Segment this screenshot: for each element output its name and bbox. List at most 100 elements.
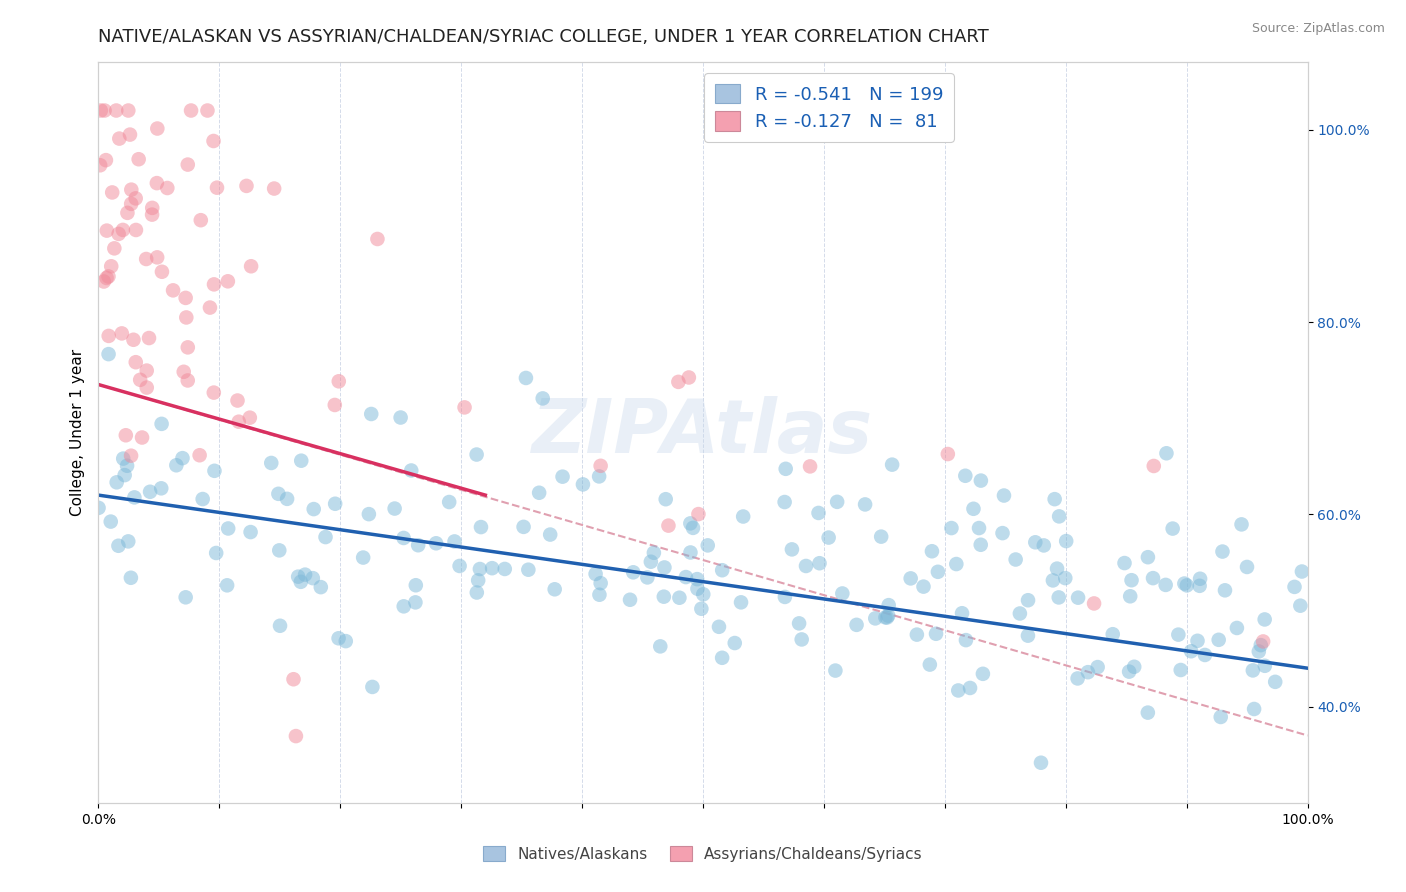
Point (437, 495, 460, 509)
Point (124, 491, 146, 505)
Point (1123, 660, 1146, 674)
Point (678, 370, 700, 384)
Point (96, 271, 118, 285)
Point (197, 103, 219, 118)
Point (103, 241, 125, 255)
Point (120, 571, 142, 585)
Point (619, 592, 641, 607)
Point (87, 500, 110, 515)
Point (1077, 665, 1099, 680)
Point (352, 550, 374, 565)
Text: Source: ZipAtlas.com: Source: ZipAtlas.com (1251, 22, 1385, 36)
Point (135, 252, 157, 266)
Point (588, 588, 610, 602)
Point (120, 183, 142, 197)
Point (357, 507, 380, 521)
Point (190, 213, 212, 227)
Point (991, 526, 1014, 541)
Point (453, 401, 475, 415)
Point (1230, 517, 1253, 532)
Point (107, 539, 129, 553)
Point (105, 103, 128, 118)
Point (675, 570, 697, 584)
Point (1188, 579, 1211, 593)
Point (112, 451, 135, 466)
Point (101, 186, 124, 200)
Point (188, 448, 211, 462)
Point (269, 619, 291, 633)
Point (927, 565, 949, 579)
Point (90, 103, 112, 118)
Point (1067, 591, 1090, 605)
Point (180, 103, 202, 118)
Point (1154, 578, 1177, 592)
Point (825, 495, 848, 509)
Point (89, 158, 111, 172)
Point (945, 557, 967, 571)
Point (406, 538, 429, 552)
Point (711, 563, 734, 577)
Point (853, 497, 876, 511)
Point (302, 502, 325, 516)
Point (512, 520, 534, 534)
Point (1173, 576, 1195, 591)
Point (817, 531, 839, 545)
Point (228, 415, 250, 429)
Point (125, 191, 148, 205)
Point (875, 610, 897, 624)
Point (217, 274, 239, 288)
Point (1004, 552, 1026, 566)
Point (284, 729, 307, 743)
Point (97, 269, 120, 284)
Point (202, 277, 225, 292)
Point (240, 260, 263, 274)
Point (93, 275, 115, 289)
Point (1213, 583, 1236, 598)
Point (138, 331, 160, 345)
Point (1136, 706, 1159, 720)
Point (654, 492, 676, 507)
Point (294, 567, 316, 582)
Point (970, 538, 993, 552)
Point (900, 571, 922, 585)
Point (146, 121, 169, 136)
Point (117, 534, 139, 549)
Point (666, 375, 689, 389)
Text: ZIPAtlas: ZIPAtlas (533, 396, 873, 469)
Point (773, 495, 796, 509)
Point (1118, 665, 1140, 679)
Point (1167, 627, 1189, 641)
Point (1253, 612, 1275, 626)
Point (177, 374, 200, 388)
Point (773, 590, 796, 604)
Point (389, 410, 412, 425)
Point (162, 284, 184, 298)
Point (1017, 629, 1039, 643)
Point (682, 521, 704, 535)
Point (1264, 674, 1286, 689)
Point (643, 546, 665, 560)
Point (114, 468, 136, 483)
Point (202, 385, 225, 400)
Point (276, 491, 298, 506)
Point (1243, 702, 1265, 716)
Point (1066, 672, 1088, 686)
Point (235, 178, 257, 193)
Point (425, 536, 447, 550)
Point (361, 680, 384, 694)
Point (531, 392, 554, 406)
Point (1251, 634, 1274, 648)
Point (824, 664, 846, 678)
Point (205, 546, 228, 560)
Point (955, 468, 977, 483)
Point (905, 627, 928, 641)
Point (588, 469, 610, 483)
Point (876, 610, 898, 624)
Point (135, 363, 157, 377)
Point (267, 487, 290, 501)
Point (283, 672, 305, 686)
Point (177, 158, 200, 172)
Point (1114, 556, 1136, 570)
Point (1024, 535, 1046, 549)
Point (711, 650, 734, 665)
